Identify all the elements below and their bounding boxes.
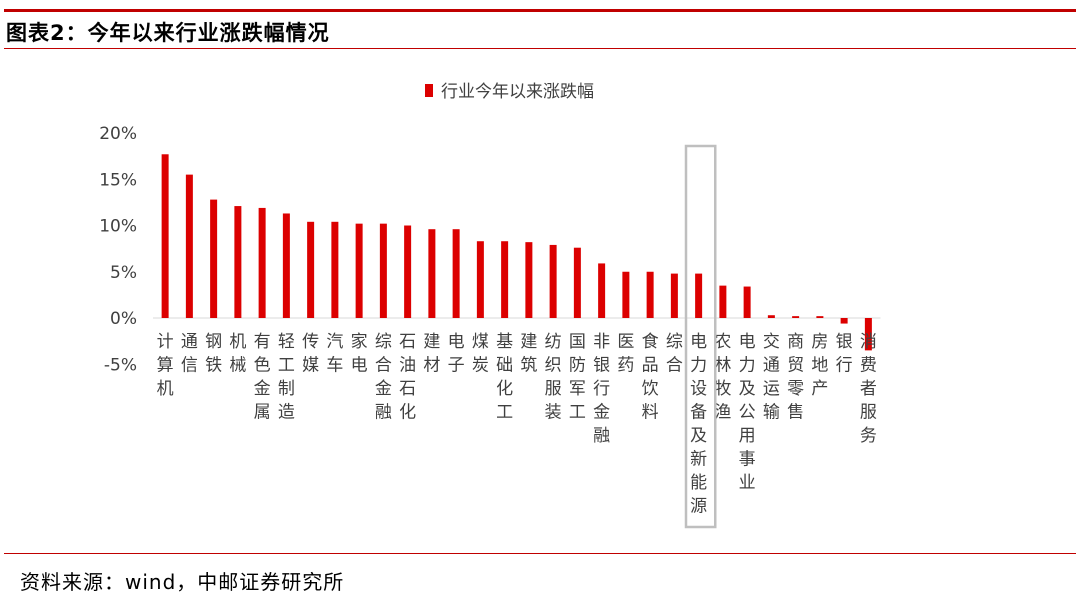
- x-tick-label: 综合: [666, 332, 683, 376]
- bar: [743, 286, 751, 318]
- bar: [355, 223, 363, 318]
- x-tick-label: 非银行金融: [593, 332, 610, 446]
- bar: [695, 273, 703, 318]
- bar: [646, 271, 654, 318]
- bar-chart: 行业今年以来涨跌幅 20% 15% 10% 5% 0% -5% 计算机通信钢铁机械有色金属轻工…: [99, 82, 881, 529]
- bar: [428, 229, 436, 318]
- bar: [379, 223, 387, 318]
- highlight-box: [684, 144, 717, 529]
- page-title: 图表2：今年以来行业涨跌幅情况: [6, 21, 330, 45]
- legend-label: 行业今年以来涨跌幅: [441, 82, 594, 102]
- source-note: 资料来源：wind，中邮证券研究所: [20, 570, 345, 594]
- y-tick-label: 15%: [99, 170, 137, 190]
- bar: [258, 207, 266, 318]
- x-tick-label: 国防军工: [569, 332, 586, 423]
- x-tick-label: 通信: [181, 332, 198, 376]
- bar: [549, 244, 557, 318]
- bar: [670, 273, 678, 318]
- x-tick-label: 钢铁: [205, 332, 222, 376]
- bar: [307, 221, 315, 318]
- x-tick-label: 消费者服务: [860, 332, 877, 446]
- y-tick-label: 20%: [99, 124, 137, 144]
- x-tick-label: 煤炭: [472, 332, 489, 376]
- bar: [598, 263, 606, 318]
- y-tick-label: -5%: [104, 355, 137, 375]
- x-tick-label: 计算机: [157, 332, 174, 399]
- bar: [282, 213, 290, 318]
- bar: [331, 221, 339, 318]
- y-tick-label: 0%: [110, 309, 137, 329]
- x-tick-label: 综合金融: [375, 332, 392, 423]
- x-tick-label: 传媒: [302, 332, 319, 376]
- bar: [404, 225, 412, 318]
- x-tick-label: 医药: [617, 332, 634, 376]
- x-tick-label: 农林牧渔: [714, 332, 731, 423]
- x-tick-label: 银行: [836, 332, 853, 376]
- bar: [476, 241, 484, 318]
- x-tick-label: 交通运输: [763, 332, 780, 423]
- bar: [719, 285, 727, 318]
- x-tick-label: 基础化工: [496, 332, 513, 423]
- bar: [452, 229, 460, 318]
- bar: [816, 316, 824, 318]
- x-tick-label: 电力设备及新能源: [690, 332, 707, 517]
- x-tick-label: 石油石化: [399, 332, 416, 423]
- top-rule: [4, 9, 1076, 12]
- bar: [767, 315, 775, 318]
- x-tick-label: 建筑: [520, 332, 537, 376]
- x-tick-label: 汽车: [326, 332, 343, 376]
- legend-swatch: [425, 84, 433, 97]
- x-tick-label: 建材: [423, 332, 440, 376]
- x-tick-label: 商贸零售: [787, 332, 804, 423]
- bar: [234, 206, 242, 318]
- x-tick-label: 房地产: [811, 332, 828, 399]
- x-tick-label: 轻工制造: [278, 332, 295, 423]
- footer-rule: [4, 553, 1076, 554]
- bar: [573, 247, 581, 318]
- bar: [840, 318, 848, 324]
- bar: [161, 154, 169, 318]
- x-tick-label: 机械: [229, 332, 246, 376]
- bar: [501, 241, 509, 318]
- x-tick-label: 电力及公用事业: [739, 332, 756, 493]
- header-rule: [4, 48, 1076, 49]
- bar: [525, 242, 533, 318]
- y-tick-label: 5%: [110, 263, 137, 283]
- x-tick-label: 有色金属: [254, 332, 271, 423]
- x-tick-label: 家电: [351, 332, 368, 376]
- x-tick-label: 电子: [448, 332, 465, 376]
- x-tick-label: 食品饮料: [642, 332, 659, 423]
- bar: [864, 318, 872, 351]
- bar: [792, 316, 800, 318]
- y-tick-label: 10%: [99, 217, 137, 237]
- bar: [622, 271, 630, 318]
- bar: [210, 199, 218, 318]
- bar: [185, 174, 193, 318]
- x-tick-label: 纺织服装: [545, 332, 562, 423]
